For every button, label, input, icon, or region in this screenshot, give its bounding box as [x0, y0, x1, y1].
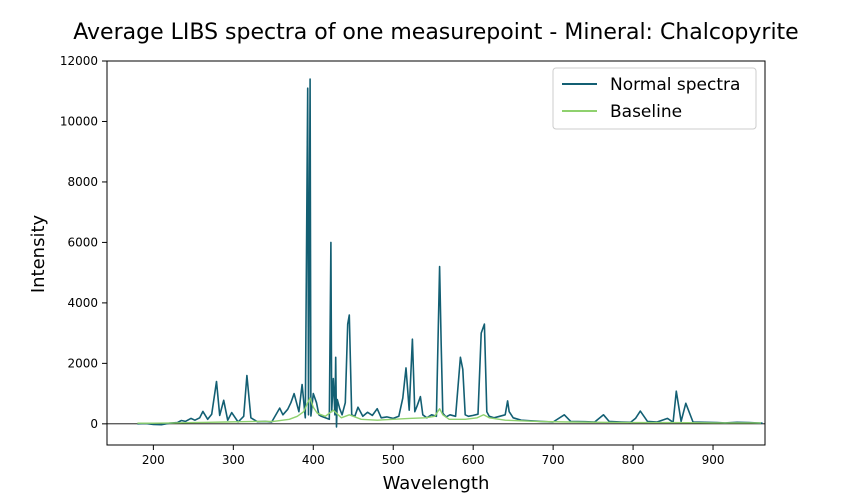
y-tick-label: 2000 [67, 356, 98, 370]
x-tick-label: 300 [222, 453, 245, 467]
y-axis-label: Intensity [28, 214, 49, 293]
x-tick-label: 200 [142, 453, 165, 467]
x-axis-label: Wavelength [383, 473, 490, 494]
x-tick-label: 600 [462, 453, 485, 467]
y-tick-label: 0 [90, 417, 98, 431]
x-tick-label: 800 [622, 453, 645, 467]
x-tick-label: 400 [302, 453, 325, 467]
x-tick-label: 900 [702, 453, 725, 467]
y-tick-label: 10000 [60, 114, 98, 128]
legend: Normal spectra Baseline [552, 67, 757, 130]
x-tick-label: 500 [382, 453, 405, 467]
legend-label-baseline: Baseline [610, 102, 682, 122]
x-tick-label: 700 [542, 453, 565, 467]
series-line-baseline [137, 397, 761, 424]
y-tick-label: 6000 [67, 235, 98, 249]
plot-frame [106, 60, 766, 446]
y-tick-label: 8000 [67, 175, 98, 189]
y-tick-label: 12000 [60, 54, 98, 68]
plot-area: 200 300 400 500 600 700 800 900 0 2000 4000 6000 800… [60, 54, 766, 467]
legend-box [552, 67, 757, 130]
chart-title: Average LIBS spectra of one measurepoint… [73, 20, 798, 45]
legend-label-normal-spectra: Normal spectra [610, 75, 740, 95]
y-tick-label: 4000 [67, 296, 98, 310]
